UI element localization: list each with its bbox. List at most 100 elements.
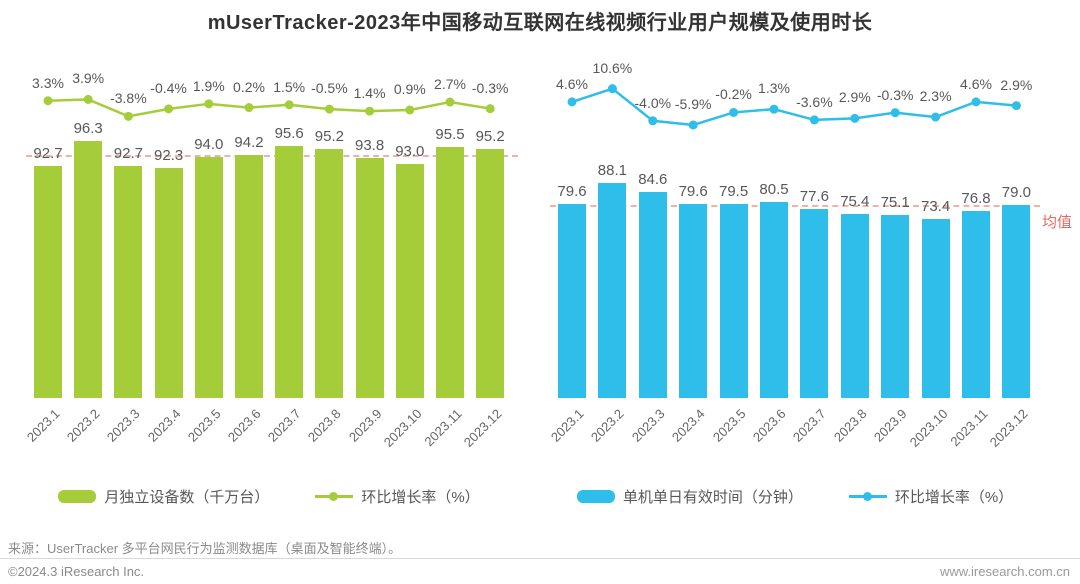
bar-value-label: 76.8 (961, 189, 991, 207)
bar-swatch-icon (576, 490, 615, 503)
bar (315, 148, 344, 398)
growth-point (43, 96, 53, 106)
growth-point (485, 104, 495, 114)
bar-value-label: 93.0 (395, 142, 425, 160)
legend-label: 月独立设备数（千万台） (104, 489, 270, 506)
bar-value-label: 92.7 (33, 144, 63, 162)
bar-value-label: 94.2 (234, 134, 264, 152)
growth-rate-label: -0.3% (471, 79, 509, 96)
bar (74, 141, 103, 398)
bar-value-label: 80.5 (759, 180, 789, 198)
growth-point (244, 103, 254, 113)
bar (1002, 205, 1031, 398)
legend-label: 环比增长率（%） (894, 489, 1014, 506)
legend-devices: 月独立设备数（千万台） 环比增长率（%） (28, 486, 510, 507)
bar (436, 146, 464, 398)
bar-value-label: 77.6 (799, 187, 829, 205)
growth-point (971, 97, 981, 107)
bar (235, 155, 263, 398)
legend-item-line: 环比增长率（%） (848, 486, 1014, 507)
bar-value-label: 93.8 (354, 137, 385, 155)
bar (114, 165, 143, 398)
growth-point (123, 111, 133, 121)
bar-value-label: 92.3 (153, 147, 184, 165)
website-link[interactable]: www.iresearch.com.cn (939, 564, 1070, 579)
growth-rate-label: -0.5% (311, 80, 348, 97)
growth-rate-label: 1.4% (353, 85, 386, 102)
growth-rate-label: 0.2% (233, 78, 265, 95)
growth-point (284, 100, 294, 110)
bar (679, 203, 708, 398)
bar (355, 158, 384, 398)
growth-point (445, 97, 455, 107)
bar (558, 203, 586, 398)
growth-rate-label: 1.5% (273, 78, 306, 95)
average-line (26, 155, 518, 158)
growth-point (607, 84, 617, 94)
growth-point (769, 104, 779, 114)
average-line (550, 204, 1040, 207)
bar (34, 165, 62, 398)
growth-point (729, 107, 739, 117)
chart-title: mUserTracker-2023年中国移动互联网在线视频行业用户规模及使用时长 (207, 12, 873, 34)
growth-point (567, 97, 577, 107)
growth-point (83, 94, 93, 104)
legend-item-line: 环比增长率（%） (315, 486, 480, 507)
growth-rate-label: 4.6% (556, 75, 588, 92)
bar-value-label: 75.1 (880, 193, 910, 211)
growth-point (850, 113, 860, 123)
footer-divider (0, 558, 1080, 559)
growth-point (164, 104, 174, 114)
bar (476, 148, 505, 398)
legend-label: 单机单日有效时间（分钟） (622, 489, 803, 506)
growth-point (324, 104, 334, 114)
bar (962, 210, 990, 398)
growth-point (405, 105, 415, 115)
growth-point (688, 120, 698, 130)
bar-value-label: 73.4 (920, 197, 951, 215)
line-swatch-icon (848, 490, 887, 503)
bar (921, 218, 950, 398)
growth-point (890, 108, 900, 118)
bar-value-label: 79.6 (557, 182, 587, 200)
growth-rate-label: 3.3% (32, 74, 64, 91)
bar-value-label: 79.0 (1001, 184, 1031, 202)
bar (598, 183, 627, 398)
growth-rate-label: 3.9% (72, 70, 105, 87)
legend-duration: 单机单日有效时间（分钟） 环比增长率（%） (552, 486, 1038, 507)
copyright-text: ©2024.3 iResearch Inc. (8, 564, 145, 579)
bar-value-label: 79.6 (678, 182, 708, 200)
bar (275, 146, 304, 398)
bar-value-label: 95.2 (314, 127, 344, 145)
bar (395, 163, 424, 398)
bar-value-label: 95.2 (475, 127, 505, 145)
line-swatch-icon (315, 490, 354, 503)
legend-item-bar: 月独立设备数（千万台） (58, 486, 269, 507)
bar (840, 214, 869, 398)
growth-rate-label: 2.7% (434, 76, 466, 93)
source-note: 来源：UserTracker 多平台网民行为监测数据库（桌面及智能终端）。 (8, 541, 402, 556)
bar (194, 156, 223, 398)
bar-value-label: 95.6 (274, 125, 304, 143)
growth-point (648, 116, 658, 126)
bar-value-label: 94.0 (194, 135, 224, 153)
legend-label: 环比增长率（%） (361, 489, 480, 506)
bar-value-label: 88.1 (597, 162, 627, 180)
bar-value-label: 79.5 (718, 183, 749, 201)
growth-point (931, 112, 941, 122)
bar-value-label: 84.6 (638, 170, 668, 188)
bar (154, 168, 183, 398)
bar (638, 191, 667, 398)
growth-point (365, 106, 375, 116)
bar-value-label: 96.3 (73, 120, 103, 138)
growth-rate-label: 0.9% (393, 80, 426, 97)
bar (881, 214, 910, 398)
legend-item-bar: 单机单日有效时间（分钟） (576, 486, 803, 507)
bar-swatch-icon (58, 490, 97, 503)
average-label: 均值 (1042, 213, 1073, 231)
growth-point (204, 99, 214, 109)
bar-value-label: 75.4 (840, 193, 870, 211)
growth-point (1011, 101, 1021, 111)
bar (760, 201, 788, 398)
